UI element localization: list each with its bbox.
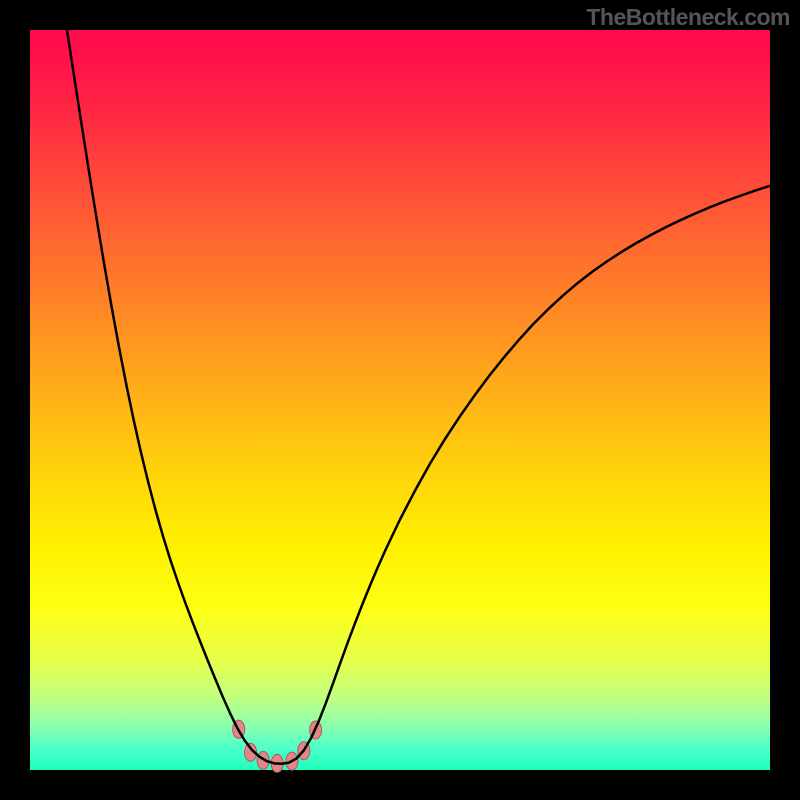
bottleneck-chart [0, 0, 800, 800]
chart-container: TheBottleneck.com [0, 0, 800, 800]
plot-background [30, 30, 770, 770]
watermark-text: TheBottleneck.com [586, 4, 790, 31]
